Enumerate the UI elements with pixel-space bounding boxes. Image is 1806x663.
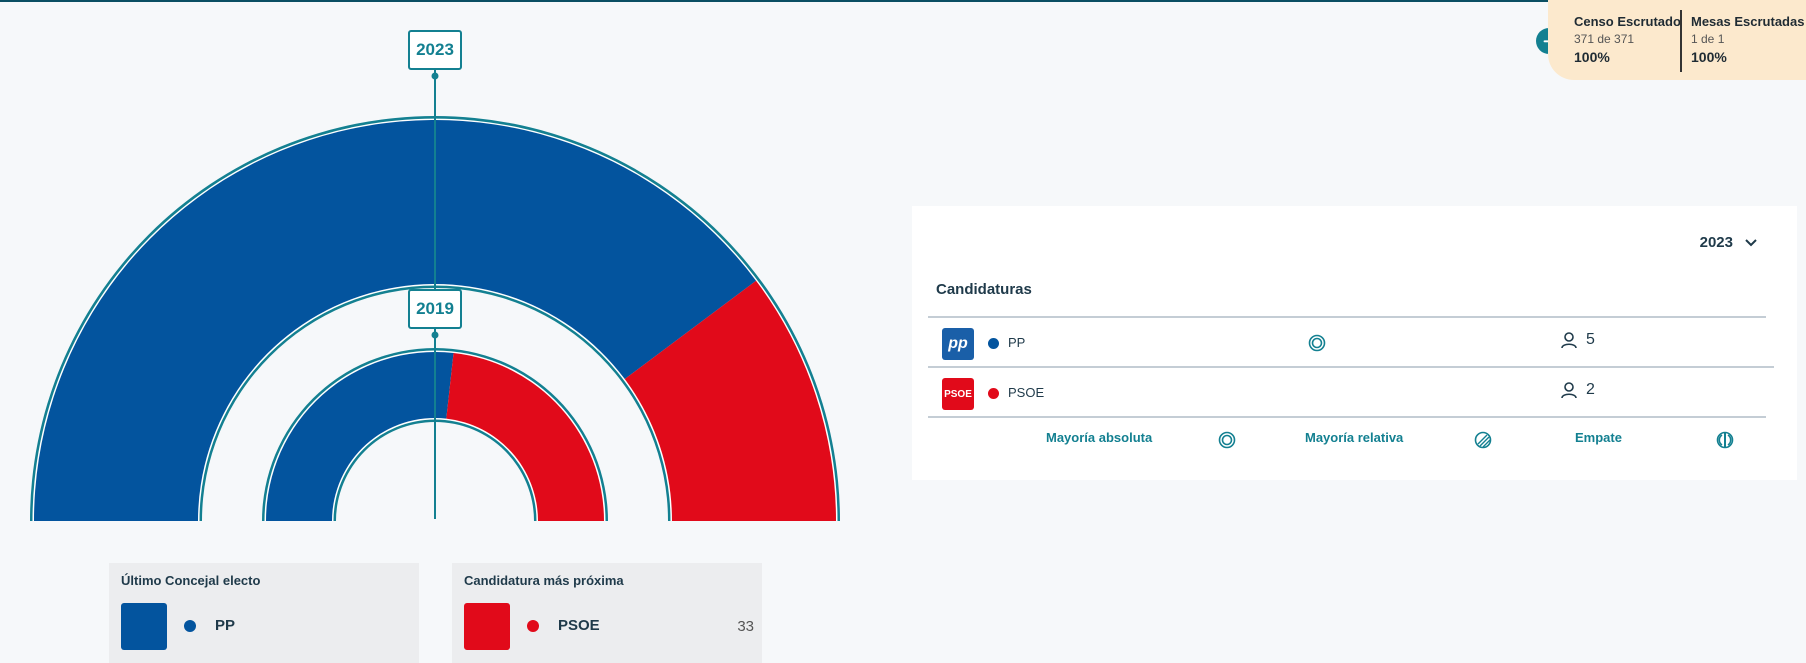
party-name: PP <box>1008 335 1026 350</box>
last-elected-card: Último Concejal electo PP <box>109 563 419 663</box>
party-dot <box>988 338 999 349</box>
results-panel: 2023 Candidaturas pp PP 5 PSOE PSOE <box>912 206 1797 480</box>
next-candidate-value: 33 <box>737 618 754 635</box>
outer-ring-segment-pp <box>34 120 757 521</box>
tables-percent: 100% <box>1691 49 1727 65</box>
next-candidate-title: Candidatura más próxima <box>464 573 624 588</box>
table-row[interactable]: PSOE PSOE 2 <box>928 368 1774 416</box>
inner-ring-segment-psoe <box>446 353 604 521</box>
census-status: Censo Escrutado 371 de 371 100% <box>1574 14 1681 65</box>
outer-ring-segment-psoe <box>624 280 836 521</box>
party-dot <box>988 388 999 399</box>
census-label: Censo Escrutado <box>1574 14 1681 29</box>
seats-value: 5 <box>1586 331 1595 348</box>
last-elected-title: Último Concejal electo <box>121 573 261 588</box>
status-divider <box>1680 10 1682 72</box>
year-indicator-dot <box>431 331 439 339</box>
year-indicator-dot <box>431 72 439 80</box>
tables-label: Mesas Escrutadas <box>1691 14 1805 29</box>
tables-status: Mesas Escrutadas 1 de 1 100% <box>1691 14 1804 65</box>
year-select[interactable]: 2023 <box>1700 234 1757 251</box>
relative-majority-icon <box>1474 431 1492 449</box>
inner-ring-segment-pp <box>266 352 454 521</box>
year-tag-2019: 2019 <box>408 289 462 329</box>
person-icon <box>1561 382 1577 399</box>
psoe-logo: PSOE <box>942 378 974 410</box>
divider <box>928 416 1766 418</box>
table-row[interactable]: pp PP 5 <box>928 318 1774 366</box>
next-candidate-party: PSOE <box>558 617 600 634</box>
seats-value: 2 <box>1586 381 1595 398</box>
census-percent: 100% <box>1574 49 1610 65</box>
last-elected-party: PP <box>215 617 236 634</box>
absolute-majority-icon <box>1308 334 1326 352</box>
party-color-swatch <box>464 603 510 650</box>
absolute-majority-icon <box>1218 431 1236 449</box>
next-candidate-card: Candidatura más próxima PSOE 33 <box>452 563 762 663</box>
person-icon <box>1561 332 1577 349</box>
party-dot <box>184 620 196 632</box>
candidaturas-heading: Candidaturas <box>936 281 1032 298</box>
scrutiny-status: Censo Escrutado 371 de 371 100% Mesas Es… <box>1548 0 1806 80</box>
census-detail: 371 de 371 <box>1574 32 1635 46</box>
year-tag-2023: 2023 <box>408 30 462 70</box>
party-color-swatch <box>121 603 167 650</box>
divider <box>928 316 1766 318</box>
year-select-value: 2023 <box>1699 234 1733 251</box>
seats-count: 5 <box>1560 331 1595 349</box>
legend-relative-majority: Mayoría relativa <box>1305 430 1404 445</box>
top-border <box>0 0 1806 2</box>
tables-detail: 1 de 1 <box>1691 32 1725 46</box>
seats-count: 2 <box>1560 381 1595 399</box>
legend-absolute-majority: Mayoría absoluta <box>1046 430 1153 445</box>
chevron-down-icon <box>1745 238 1757 246</box>
legend-tie: Empate <box>1575 430 1622 445</box>
party-name: PSOE <box>1008 385 1045 400</box>
divider <box>928 366 1774 368</box>
party-dot <box>527 620 539 632</box>
pp-logo: pp <box>942 328 974 360</box>
tie-icon <box>1716 431 1734 449</box>
hemicycle-chart <box>30 70 840 522</box>
